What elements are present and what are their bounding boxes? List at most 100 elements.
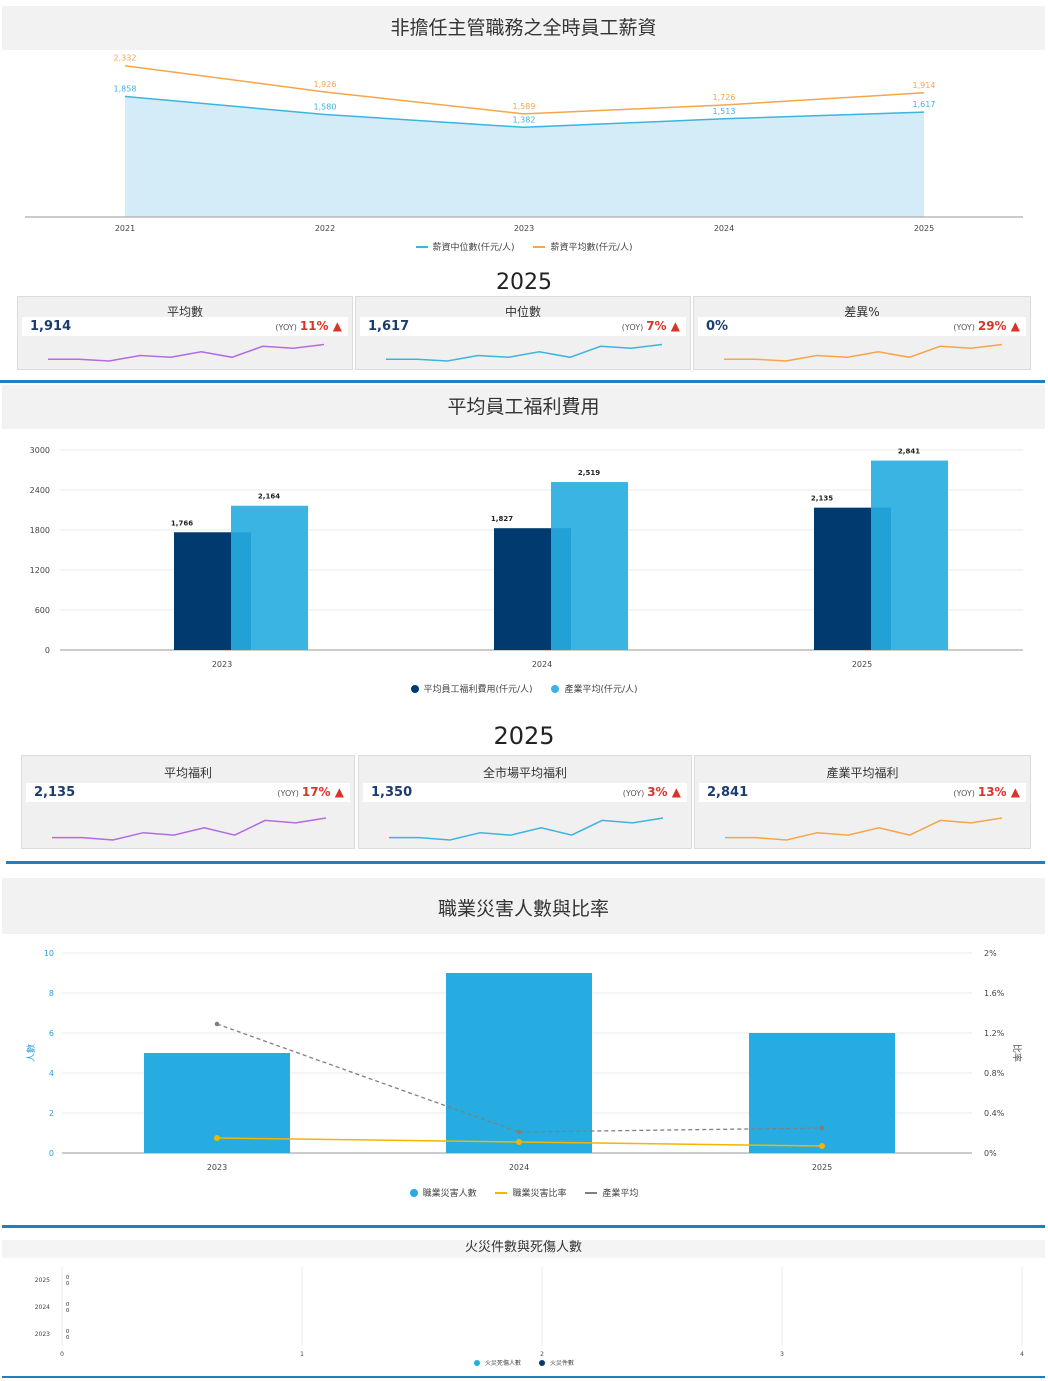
section-divider	[0, 380, 1045, 383]
y-tick-label: 0	[45, 646, 50, 655]
kpi-sparkline	[386, 343, 663, 362]
legend-item-occ-count[interactable]: 職業災害人數	[409, 1186, 477, 1199]
kpi-sparkline	[724, 343, 1003, 362]
sparkline-path	[48, 343, 325, 362]
sparkline-path	[386, 343, 663, 362]
kpi-card-salary-diff: 差異% 0% (YOY) 29% ▲	[693, 296, 1031, 370]
median-series-line	[124, 95, 925, 129]
industry-data-label: 2,841	[898, 448, 920, 456]
kpi-sparkline	[48, 343, 325, 362]
sparkline-path	[389, 817, 664, 841]
kpi-title: 差異%	[844, 305, 880, 319]
y-tick-label-right: 1.2%	[984, 1029, 1005, 1038]
y-tick-label-right: 0.4%	[984, 1109, 1005, 1118]
y-tick-label-left: 8	[49, 989, 54, 998]
x-tick-label: 2024	[509, 1163, 529, 1172]
industry-average-point[interactable]	[819, 1125, 825, 1131]
kpi-yoy: (YOY) 29% ▲	[953, 319, 1020, 333]
y-tick-label: 3000	[30, 446, 50, 455]
y-tick-label-right: 1.6%	[984, 989, 1005, 998]
y-tick-label: 600	[35, 606, 50, 615]
kpi-value: 2,135	[34, 785, 76, 800]
sparkline-path	[724, 343, 1003, 362]
kpi-card-benefit-industry: 產業平均福利 2,841 (YOY) 13% ▲	[694, 755, 1031, 849]
kpi-card-benefit-avg: 平均福利 2,135 (YOY) 17% ▲	[21, 755, 355, 849]
kpi-card-benefit-market: 全市場平均福利 1,350 (YOY) 3% ▲	[358, 755, 692, 849]
sparkline-path	[725, 817, 1003, 841]
industry-average-point[interactable]	[516, 1129, 522, 1135]
section-divider	[2, 1376, 1045, 1378]
kpi-title: 產業平均福利	[826, 766, 899, 780]
up-triangle-icon: ▲	[671, 785, 681, 799]
mean-data-label: 2,332	[114, 54, 137, 63]
occupational-combo-chart: 0 0% 2 0.4% 4 0.8% 6 1.2% 8 1.6% 10 2% 2023 2024 2025…	[25, 949, 1023, 1172]
legend-item-median[interactable]: 薪資中位數(仟元/人)	[415, 240, 515, 253]
legend-label: 火災死傷人數	[485, 1360, 522, 1367]
kpi-value: 1,350	[371, 785, 413, 800]
kpi-title: 全市場平均福利	[482, 766, 567, 780]
casualties-data-label: 0	[66, 1329, 69, 1335]
fire-section-title: 火災件數與死傷人數	[2, 1240, 1045, 1258]
mean-data-label: 1,726	[713, 93, 736, 102]
kpi-yoy: (YOY) 17% ▲	[277, 785, 344, 799]
x-tick-label: 0	[60, 1351, 64, 1358]
industry-data-label: 2,164	[258, 493, 280, 501]
legend-item-fire-count[interactable]: 火災件數	[538, 1358, 574, 1367]
legend-item-fire-casualties[interactable]: 火災死傷人數	[474, 1358, 521, 1367]
mean-data-label: 1,914	[913, 81, 936, 90]
kpi-yoy: (YOY) 3% ▲	[622, 785, 681, 799]
company-data-label: 2,135	[811, 495, 833, 503]
legend-label: 平均員工福利費用(仟元/人)	[423, 685, 533, 695]
x-tick-label: 2025	[914, 224, 934, 233]
bar-overlap-shade	[871, 507, 891, 650]
benefit-kpi-year: 2025	[493, 722, 555, 750]
occupational-count-bar[interactable]	[446, 973, 592, 1153]
kpi-card-salary-median: 中位數 1,617 (YOY) 7% ▲	[355, 296, 691, 370]
legend-item-industry-avg[interactable]: 產業平均	[585, 1186, 638, 1199]
median-data-label: 1,382	[513, 115, 536, 124]
mean-series-line	[124, 64, 925, 115]
legend-label: 火災件數	[549, 1360, 574, 1367]
salary-line-chart: 1,858 1,580 1,382 1,513 1,617 2,332 1,926 1,589…	[25, 54, 1023, 233]
median-data-label: 1,617	[913, 100, 936, 109]
kpi-value: 0%	[706, 319, 729, 334]
kpi-card-salary-mean: 平均數 1,914 (YOY) 11% ▲	[17, 296, 353, 370]
legend-item-mean[interactable]: 薪資平均數(仟元/人)	[533, 240, 633, 253]
median-data-label: 1,513	[713, 107, 736, 116]
legend-item-company[interactable]: 平均員工福利費用(仟元/人)	[410, 682, 533, 695]
x-tick-label: 3	[780, 1351, 784, 1358]
kpi-value: 1,914	[30, 319, 72, 334]
up-triangle-icon: ▲	[670, 319, 680, 333]
kpi-yoy: (YOY) 11% ▲	[275, 319, 342, 333]
median-area-fill	[125, 96, 924, 217]
x-tick-label: 2022	[315, 224, 335, 233]
occupational-rate-point[interactable]	[214, 1135, 220, 1141]
kpi-title: 平均福利	[163, 766, 212, 780]
x-tick-label: 4	[1020, 1351, 1024, 1358]
benefit-bar-chart: 0 600 1200 1800 2400 3000 1,766 2,164 1,827 2,51…	[30, 446, 1023, 669]
y-tick-label-right: 2%	[984, 949, 997, 958]
x-tick-label: 2025	[812, 1163, 832, 1172]
industry-average-point[interactable]	[214, 1021, 220, 1027]
kpi-sparkline	[725, 817, 1003, 841]
count-data-label: 0	[66, 1308, 69, 1314]
legend-item-industry[interactable]: 產業平均(仟元/人)	[551, 682, 638, 695]
legend-item-occ-rate[interactable]: 職業災害比率	[495, 1186, 567, 1199]
occupational-count-bar[interactable]	[749, 1033, 895, 1153]
y-category-label: 2023	[35, 1331, 50, 1338]
occupational-rate-point[interactable]	[516, 1139, 522, 1145]
mean-data-label: 1,926	[314, 80, 337, 89]
bar-overlap-shade	[231, 532, 251, 650]
y-tick-label-left: 6	[49, 1029, 54, 1038]
kpi-title: 中位數	[504, 305, 541, 319]
y-tick-label-left: 2	[49, 1109, 54, 1118]
count-data-label: 0	[66, 1281, 69, 1287]
y-tick-label-right: 0.8%	[984, 1069, 1005, 1078]
x-tick-label: 2024	[714, 224, 734, 233]
occupational-rate-point[interactable]	[819, 1143, 825, 1149]
y-tick-label: 1800	[30, 526, 50, 535]
salary-kpi-year: 2025	[496, 270, 552, 295]
benefit-legend: 平均員工福利費用(仟元/人) 產業平均(仟元/人)	[0, 682, 1048, 695]
company-data-label: 1,827	[491, 515, 513, 523]
